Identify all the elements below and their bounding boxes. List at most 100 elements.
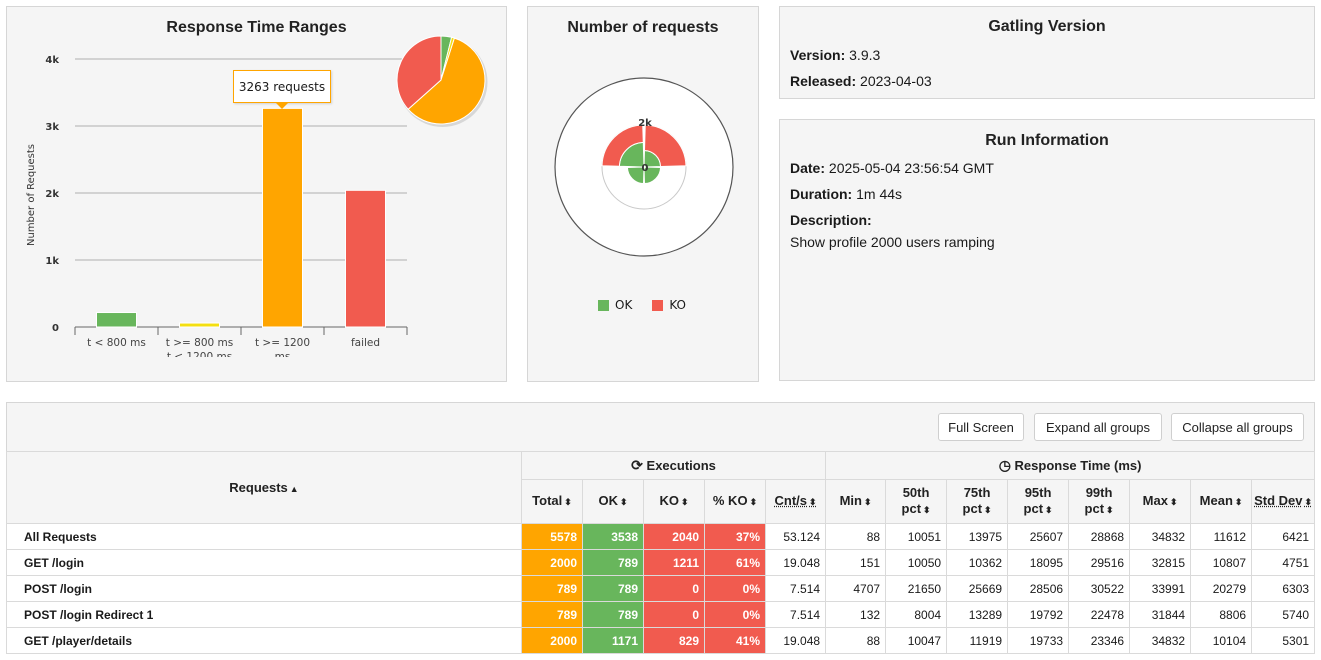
cell-p99: 30522 bbox=[1068, 575, 1131, 602]
sort-icon: ⬍ bbox=[1304, 497, 1313, 507]
polar-ok-segment[interactable] bbox=[643, 166, 662, 185]
polar-center-label: 0 bbox=[642, 163, 649, 174]
column-header-ko[interactable]: KO ⬍ bbox=[643, 479, 705, 524]
cell-mean: 11612 bbox=[1190, 523, 1253, 550]
cell-min: 151 bbox=[825, 549, 887, 576]
x-tick-label: t >= 1200 bbox=[255, 337, 310, 349]
collapse-all-groups-button[interactable]: Collapse all groups bbox=[1171, 413, 1304, 441]
executions-header-label: Executions bbox=[646, 458, 716, 473]
cell-min: 132 bbox=[825, 601, 887, 628]
version-row: Version: 3.9.3 bbox=[790, 47, 1314, 63]
table-row[interactable]: All Requests 5578 3538 2040 37% 53.124 88 10051… bbox=[6, 523, 1316, 550]
table-row[interactable]: GET /player/details 2000 1171 829 41% 19.048 8… bbox=[6, 627, 1316, 654]
sort-icon: ⬍ bbox=[809, 497, 817, 507]
cell-total: 5578 bbox=[521, 523, 583, 550]
column-header-cnt-s[interactable]: Cnt/s ⬍ bbox=[764, 479, 827, 524]
table-row[interactable]: POST /login Redirect 1 789 789 0 0% 7.514 132 8… bbox=[6, 601, 1316, 628]
cell-pko: 0% bbox=[704, 601, 766, 628]
cell-p99: 22478 bbox=[1068, 601, 1131, 628]
sort-icon: ⬍ bbox=[984, 505, 992, 515]
version-value: 3.9.3 bbox=[849, 47, 881, 63]
run-information-panel: Run Information Date: 2025-05-04 23:56:5… bbox=[779, 119, 1315, 381]
sort-asc-icon: ▲ bbox=[289, 484, 299, 494]
cell-pko: 37% bbox=[704, 523, 766, 550]
column-header-total[interactable]: Total ⬍ bbox=[521, 479, 583, 524]
cell-pko: 0% bbox=[704, 575, 766, 602]
pie-slice[interactable] bbox=[396, 35, 442, 110]
column-header-50th-pct[interactable]: 50th pct ⬍ bbox=[885, 479, 948, 524]
column-header--ko[interactable]: % KO ⬍ bbox=[704, 479, 766, 524]
cell-min: 88 bbox=[825, 523, 887, 550]
duration-label: Duration: bbox=[790, 186, 853, 202]
bar[interactable] bbox=[262, 107, 303, 328]
request-name[interactable]: POST /login Redirect 1 bbox=[6, 601, 522, 628]
legend-ok-swatch bbox=[598, 299, 609, 311]
cell-max: 34832 bbox=[1129, 627, 1192, 654]
legend-ko-label: KO bbox=[669, 298, 686, 312]
cell-mean: 8806 bbox=[1190, 601, 1253, 628]
executions-header: ⟳ Executions bbox=[520, 451, 827, 480]
sort-icon: ⬍ bbox=[1045, 505, 1053, 515]
column-header-std-dev[interactable]: Std Dev ⬍ bbox=[1251, 479, 1316, 524]
cell-max: 34832 bbox=[1129, 523, 1192, 550]
cell-p99: 29516 bbox=[1068, 549, 1131, 576]
column-header-95th-pct[interactable]: 95th pct ⬍ bbox=[1007, 479, 1070, 524]
sort-icon: ⬍ bbox=[863, 497, 872, 507]
request-name[interactable]: GET /login bbox=[6, 549, 522, 576]
table-row[interactable]: GET /login 2000 789 1211 61% 19.048 151 10050 10… bbox=[6, 549, 1316, 576]
column-header-ok[interactable]: OK ⬍ bbox=[582, 479, 644, 524]
cell-cnts: 19.048 bbox=[764, 549, 827, 576]
cell-min: 88 bbox=[825, 627, 887, 654]
bar-tooltip-text: 3263 requests bbox=[238, 79, 326, 94]
cell-cnts: 53.124 bbox=[764, 523, 827, 550]
column-header-mean[interactable]: Mean ⬍ bbox=[1190, 479, 1253, 524]
sort-icon: ⬍ bbox=[1234, 497, 1243, 507]
bar-tooltip: 3263 requests bbox=[233, 70, 331, 103]
column-header-99th-pct[interactable]: 99th pct ⬍ bbox=[1068, 479, 1131, 524]
request-name[interactable]: All Requests bbox=[6, 523, 522, 550]
x-tick-label: t < 1200 ms bbox=[167, 351, 232, 357]
stats-table: Requests ▲ ⟳ Executions ◷ Response Time (… bbox=[6, 451, 1316, 654]
x-tick-label: t >= 800 ms bbox=[166, 337, 233, 349]
released-row: Released: 2023-04-03 bbox=[790, 73, 1314, 89]
column-header-75th-pct[interactable]: 75th pct ⬍ bbox=[946, 479, 1009, 524]
column-header-label: OK bbox=[598, 493, 618, 508]
x-tick-label: ms bbox=[275, 351, 291, 357]
polar-ko-segment[interactable] bbox=[601, 124, 644, 167]
duration-value: 1m 44s bbox=[856, 186, 903, 202]
date-label: Date: bbox=[790, 160, 826, 176]
description-label: Description: bbox=[790, 212, 872, 228]
column-header-max[interactable]: Max ⬍ bbox=[1129, 479, 1192, 524]
cell-p75: 11919 bbox=[946, 627, 1009, 654]
cell-p75: 10362 bbox=[946, 549, 1009, 576]
legend-ok-label: OK bbox=[615, 298, 633, 312]
y-tick-label: 0 bbox=[52, 323, 59, 334]
cell-ko: 829 bbox=[643, 627, 705, 654]
gatling-version-panel: Gatling Version Version: 3.9.3 Released:… bbox=[779, 6, 1315, 99]
polar-ko-segment[interactable] bbox=[643, 124, 687, 168]
request-name[interactable]: POST /login bbox=[6, 575, 522, 602]
x-tick-label: failed bbox=[351, 337, 380, 349]
cell-std: 4751 bbox=[1251, 549, 1316, 576]
cell-p75: 13289 bbox=[946, 601, 1009, 628]
polar-ok-segment[interactable] bbox=[626, 166, 645, 185]
sort-icon: ⬍ bbox=[923, 505, 931, 515]
column-header-min[interactable]: Min ⬍ bbox=[825, 479, 887, 524]
cell-max: 31844 bbox=[1129, 601, 1192, 628]
cell-mean: 10104 bbox=[1190, 627, 1253, 654]
request-name[interactable]: GET /player/details bbox=[6, 627, 522, 654]
table-row[interactable]: POST /login 789 789 0 0% 7.514 4707 21650 25669 2… bbox=[6, 575, 1316, 602]
cell-p99: 23346 bbox=[1068, 627, 1131, 654]
bar[interactable] bbox=[179, 322, 220, 328]
response-time-header: ◷ Response Time (ms) bbox=[825, 451, 1316, 480]
expand-all-groups-button[interactable]: Expand all groups bbox=[1034, 413, 1162, 441]
run-information-title: Run Information bbox=[985, 132, 1109, 149]
full-screen-button[interactable]: Full Screen bbox=[938, 413, 1024, 441]
requests-polar-chart: 2k 0 bbox=[554, 77, 734, 257]
column-header-label: KO bbox=[659, 493, 679, 508]
released-value: 2023-04-03 bbox=[860, 73, 932, 89]
pie-slice[interactable] bbox=[407, 37, 486, 125]
bar[interactable] bbox=[96, 312, 137, 328]
bar[interactable] bbox=[345, 189, 386, 328]
requests-header[interactable]: Requests ▲ bbox=[6, 451, 522, 524]
